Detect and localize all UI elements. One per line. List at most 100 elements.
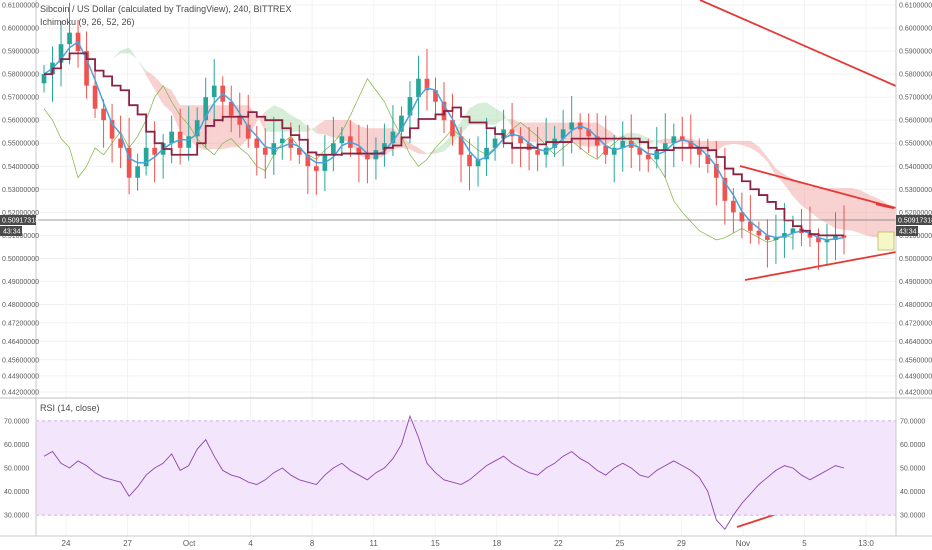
candle-body[interactable] <box>569 122 574 130</box>
candle-body[interactable] <box>118 138 123 148</box>
candle-body[interactable] <box>143 147 149 167</box>
candle-body[interactable] <box>492 138 498 148</box>
candle-body[interactable] <box>594 136 600 146</box>
candle-body[interactable] <box>365 154 370 160</box>
candle-body[interactable] <box>824 239 830 243</box>
candle-body[interactable] <box>722 177 728 201</box>
candle-body[interactable] <box>356 147 362 155</box>
candle-body[interactable] <box>526 143 532 151</box>
time-axis[interactable]: 24 27 Oct 4 8 11 15 18 22 25 29 Nov 5 13:0 <box>62 539 875 548</box>
candle-body[interactable] <box>279 138 285 144</box>
candle-body[interactable] <box>748 221 753 231</box>
candle-body[interactable] <box>186 136 192 148</box>
candle-body[interactable] <box>245 124 251 139</box>
candle-body[interactable] <box>382 143 387 151</box>
candle-body[interactable] <box>331 143 336 155</box>
rsi-band-fill <box>36 420 896 516</box>
cloud-segment-bullish <box>444 133 453 152</box>
price-tick-label: 0.61000000 <box>899 3 932 10</box>
candle-body[interactable] <box>228 101 234 116</box>
candle-body[interactable] <box>416 78 421 98</box>
candle-body[interactable] <box>41 74 47 84</box>
candle-body[interactable] <box>407 97 413 116</box>
ichimoku-legend[interactable]: Ichimoku (9, 26, 52, 26) <box>40 17 135 27</box>
candle-body[interactable] <box>586 129 592 137</box>
candle-body[interactable] <box>296 147 302 155</box>
candle-body[interactable] <box>211 85 217 98</box>
candle-body[interactable] <box>305 154 311 167</box>
candle-body[interactable] <box>109 120 115 139</box>
candle-body[interactable] <box>688 140 694 148</box>
candle-body[interactable] <box>603 145 609 155</box>
candle-body[interactable] <box>705 154 711 164</box>
candle-body[interactable] <box>620 140 626 148</box>
candle-body[interactable] <box>467 154 472 167</box>
candle-body[interactable] <box>475 159 481 167</box>
price-axis-right[interactable]: 0.61000000 0.60000000 0.59000000 0.58000000… <box>899 3 932 397</box>
candle-body[interactable] <box>773 237 779 240</box>
candle-body[interactable] <box>841 235 847 238</box>
candle-body[interactable] <box>84 51 89 86</box>
candle-body[interactable] <box>662 143 668 151</box>
trendline-apex-arrow[interactable] <box>875 202 895 210</box>
candle-body[interactable] <box>169 131 174 144</box>
candle-body[interactable] <box>194 120 200 137</box>
candle-body[interactable] <box>135 166 140 178</box>
rsi-legend[interactable]: RSI (14, close) <box>40 403 100 413</box>
candle-body[interactable] <box>458 136 464 155</box>
candle-body[interactable] <box>816 237 821 243</box>
candle-body[interactable] <box>237 115 243 125</box>
candle-body[interactable] <box>67 32 72 45</box>
forecast-box[interactable] <box>877 231 895 251</box>
candle-body[interactable] <box>433 90 438 102</box>
candle-body[interactable] <box>92 85 98 109</box>
cloud-segment-bearish <box>146 70 155 90</box>
candle-body[interactable] <box>424 78 430 91</box>
candle-body[interactable] <box>450 120 455 137</box>
candle-body[interactable] <box>560 129 566 139</box>
candle-body[interactable] <box>126 147 132 178</box>
rsi-tick-label: 30.0000 <box>900 513 925 520</box>
price-tick-label: 0.50000000 <box>899 256 932 263</box>
trendline-upper-long[interactable] <box>699 0 897 87</box>
cloud-segment-bearish <box>801 183 810 212</box>
candle-body[interactable] <box>645 154 651 160</box>
candle-body[interactable] <box>833 235 838 240</box>
candle-body[interactable] <box>484 147 489 160</box>
candle-body[interactable] <box>807 233 813 238</box>
candle-body[interactable] <box>339 136 345 144</box>
symbol-title[interactable]: Sibcoin / US Dollar (calculated by Tradi… <box>40 4 291 14</box>
candle-body[interactable] <box>535 150 540 155</box>
candle-body[interactable] <box>390 131 396 144</box>
trendline-triangle-upper[interactable] <box>739 165 897 209</box>
candle-body[interactable] <box>790 228 796 234</box>
candle-body[interactable] <box>518 136 523 144</box>
candle-body[interactable] <box>101 108 106 121</box>
candle-body[interactable] <box>782 233 787 238</box>
candle-body[interactable] <box>399 115 404 132</box>
candle-body[interactable] <box>152 147 157 155</box>
candle-body[interactable] <box>552 138 557 148</box>
price-axis-left[interactable]: 0.61000000 0.60000000 0.59000000 0.58000000… <box>2 3 39 397</box>
candle-body[interactable] <box>203 97 209 121</box>
rsi-axis-left[interactable]: 70.0000 60.0000 50.0000 40.0000 30.0000 <box>4 418 29 519</box>
candle-body[interactable] <box>696 147 702 155</box>
candle-body[interactable] <box>714 163 719 178</box>
candle-body[interactable] <box>731 200 736 213</box>
candle-body[interactable] <box>254 138 260 148</box>
candle-body[interactable] <box>262 147 268 155</box>
candle-body[interactable] <box>637 147 643 155</box>
candle-body[interactable] <box>679 136 685 141</box>
candle-body[interactable] <box>739 212 745 222</box>
candle-body[interactable] <box>611 147 617 155</box>
candle-body[interactable] <box>509 129 515 137</box>
trendline-triangle-lower[interactable] <box>744 251 897 281</box>
candle-body[interactable] <box>756 230 762 236</box>
candle-body[interactable] <box>671 136 677 144</box>
candle-body[interactable] <box>58 44 64 63</box>
candle-body[interactable] <box>314 166 319 171</box>
candle-body[interactable] <box>765 235 770 240</box>
rsi-axis-right[interactable]: 70.0000 60.0000 50.0000 40.0000 30.0000 <box>900 418 925 519</box>
chart-legend[interactable]: Sibcoin / US Dollar (calculated by Tradi… <box>40 4 291 413</box>
